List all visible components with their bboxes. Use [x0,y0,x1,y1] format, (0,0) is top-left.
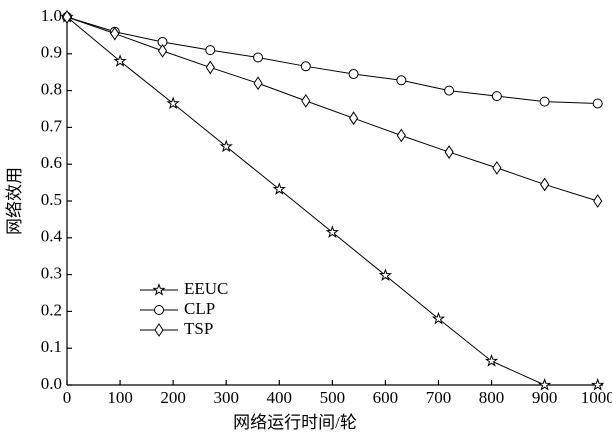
marker [492,160,502,175]
marker [396,75,407,86]
legend-marker [152,282,166,296]
y-tick-label: 0.5 [41,190,62,209]
legend-marker [154,305,164,315]
x-tick-label: 800 [479,388,505,407]
y-tick-label: 0.8 [41,80,62,99]
marker [539,96,550,107]
marker [348,69,359,80]
marker [113,54,127,67]
marker [166,96,180,110]
x-tick-label: 700 [426,388,452,407]
marker [444,145,454,159]
legend-marker [154,323,164,337]
x-tick-label: 300 [213,388,239,407]
marker [348,111,359,126]
marker [591,377,605,391]
marker [484,354,499,367]
marker [301,94,311,108]
y-tick-label: 1.0 [41,6,62,25]
marker [431,311,446,325]
marker [253,76,263,91]
legend-label: TSP [184,319,213,338]
marker [157,43,168,58]
series-line [66,16,598,104]
y-tick-label: 0.3 [41,264,62,283]
marker [540,177,550,192]
x-axis-label: 网络运行时间/轮 [233,413,357,432]
marker [300,61,311,72]
marker [491,91,502,102]
marker [205,45,216,56]
legend-label: EEUC [184,279,228,298]
x-tick-label: 500 [320,388,346,407]
series-line [66,16,598,202]
x-tick-label: 600 [373,388,399,407]
y-tick-label: 0.2 [41,300,62,319]
marker [110,26,120,41]
marker [219,139,233,153]
y-tick-label: 0.0 [41,374,62,393]
legend-label: CLP [184,299,215,318]
marker [205,60,215,75]
x-tick-label: 200 [160,388,186,407]
x-tick-label: 0 [63,388,72,407]
x-tick-label: 400 [267,388,293,407]
marker [593,194,603,208]
y-tick-label: 0.6 [41,153,62,172]
y-axis-label: 网络效用 [5,167,24,235]
y-tick-label: 0.4 [41,227,63,246]
marker [396,128,406,143]
x-tick-label: 1000 [581,388,612,407]
marker [62,10,72,24]
y-tick-label: 0.9 [41,43,62,62]
marker [537,377,552,391]
y-tick-label: 0.1 [41,337,62,356]
x-tick-label: 900 [532,388,558,407]
marker [444,85,455,96]
marker [325,225,340,238]
marker [272,182,286,195]
marker [378,268,393,282]
y-tick-label: 0.7 [41,116,63,135]
x-tick-label: 100 [107,388,133,407]
marker [592,98,603,109]
marker [253,52,264,63]
